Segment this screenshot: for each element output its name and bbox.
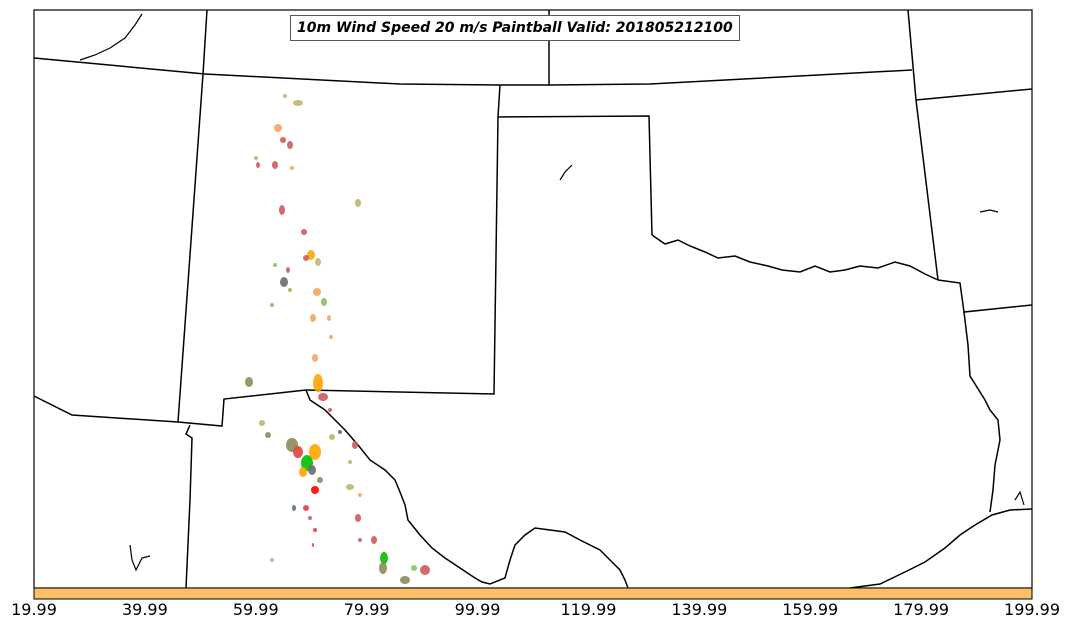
paintball-blob [352,441,358,449]
paintball-blob [329,434,335,440]
paintball-blob [318,393,328,401]
paintball-blob [245,377,253,387]
paintball-blob [270,558,274,562]
paintball-blob [328,408,332,412]
paintball-blob [355,199,361,207]
paintball-blob [287,141,293,149]
paintball-blob [259,420,265,426]
paintball-blob [283,94,287,98]
colorbar-tick-label: 199.99 [1004,600,1060,619]
paintball-blob [348,460,352,464]
paintball-blob [309,444,321,460]
paintball-blob [303,505,309,511]
lake-feature [559,164,573,181]
rio-grande [305,389,629,589]
colorbar-tick-label: 19.99 [11,600,57,619]
louisiana-north [937,279,1033,313]
paintball-blob [338,430,342,434]
paintball-blob [272,161,278,169]
paintball-blob [312,354,318,362]
colorbar-tick-label: 59.99 [232,600,279,619]
paintball-blob [379,562,387,574]
paintball-blob [286,267,290,273]
paintball-blob [346,484,354,490]
paintball-blob [274,124,282,132]
coast-feature-nw [79,13,143,61]
paintball-blob [313,374,323,392]
paintball-blob [420,565,430,575]
paintball-blob [290,166,294,170]
colorbar-tick-label: 99.99 [454,600,501,619]
paintball-blob [400,576,410,584]
paintball-blob [256,162,260,168]
coast-baja [185,424,193,589]
paintball-blob [321,298,327,306]
paintball-blob [299,467,307,477]
paintball-blob [329,335,333,339]
paintball-blob [279,205,285,215]
red-river [651,234,939,281]
paintball-blob [371,536,377,544]
paintball-blob [308,465,316,475]
paintball-blob [315,258,321,266]
colorbar-tick-label: 139.99 [671,600,728,619]
paintball-blob [327,315,331,321]
gulf-coast [849,508,1033,589]
paintball-blob [312,543,314,547]
paintball-blob [303,255,309,261]
colorbar-tick-label: 179.99 [893,600,950,619]
paintball-blob [273,263,277,267]
paintball-blob [265,432,271,438]
paintball-blob [280,277,288,287]
paintball-blob [411,565,417,571]
paintball-blob [293,446,303,458]
paintball-blob [293,100,303,106]
paintball-blob [317,477,323,483]
paintball-blob [310,314,316,322]
paintball-blob [288,288,292,292]
nm-west-border [177,9,208,423]
colorbar [33,587,1033,600]
paintball-overlay [245,94,430,584]
paintball-blob [270,303,274,307]
colorbar-tick-label: 79.99 [343,600,390,619]
map-border [33,9,1033,589]
paintball-blob [380,552,388,564]
paintball-blob [358,493,362,497]
paintball-blob [307,250,315,260]
paintball-blob [313,288,321,296]
lake-feature-east [979,209,999,213]
paintball-blob [280,137,286,143]
gulf-feature [129,544,151,572]
oklahoma-panhandle [497,84,653,236]
colorbar-tick-label: 39.99 [121,600,168,619]
colorbar-tick-label: 119.99 [560,600,617,619]
paintball-blob [301,229,307,235]
mexico-border-west [33,395,179,423]
paintball-blob [355,514,361,522]
nm-tx-border [305,116,499,395]
missouri-border [915,88,1033,101]
paintball-blob [311,486,319,494]
paintball-blob [292,505,296,511]
state-borders [33,9,1033,589]
coast-island [1014,490,1025,506]
nm-south-border [177,389,307,427]
paintball-blob [313,528,317,532]
paintball-blob [254,156,258,160]
map-title: 10m Wind Speed 20 m/s Paintball Valid: 2… [290,15,740,41]
paintball-blob [308,516,312,520]
sabine-river [963,311,1001,513]
colorbar-tick-label: 159.99 [782,600,839,619]
paintball-blob [358,538,362,542]
